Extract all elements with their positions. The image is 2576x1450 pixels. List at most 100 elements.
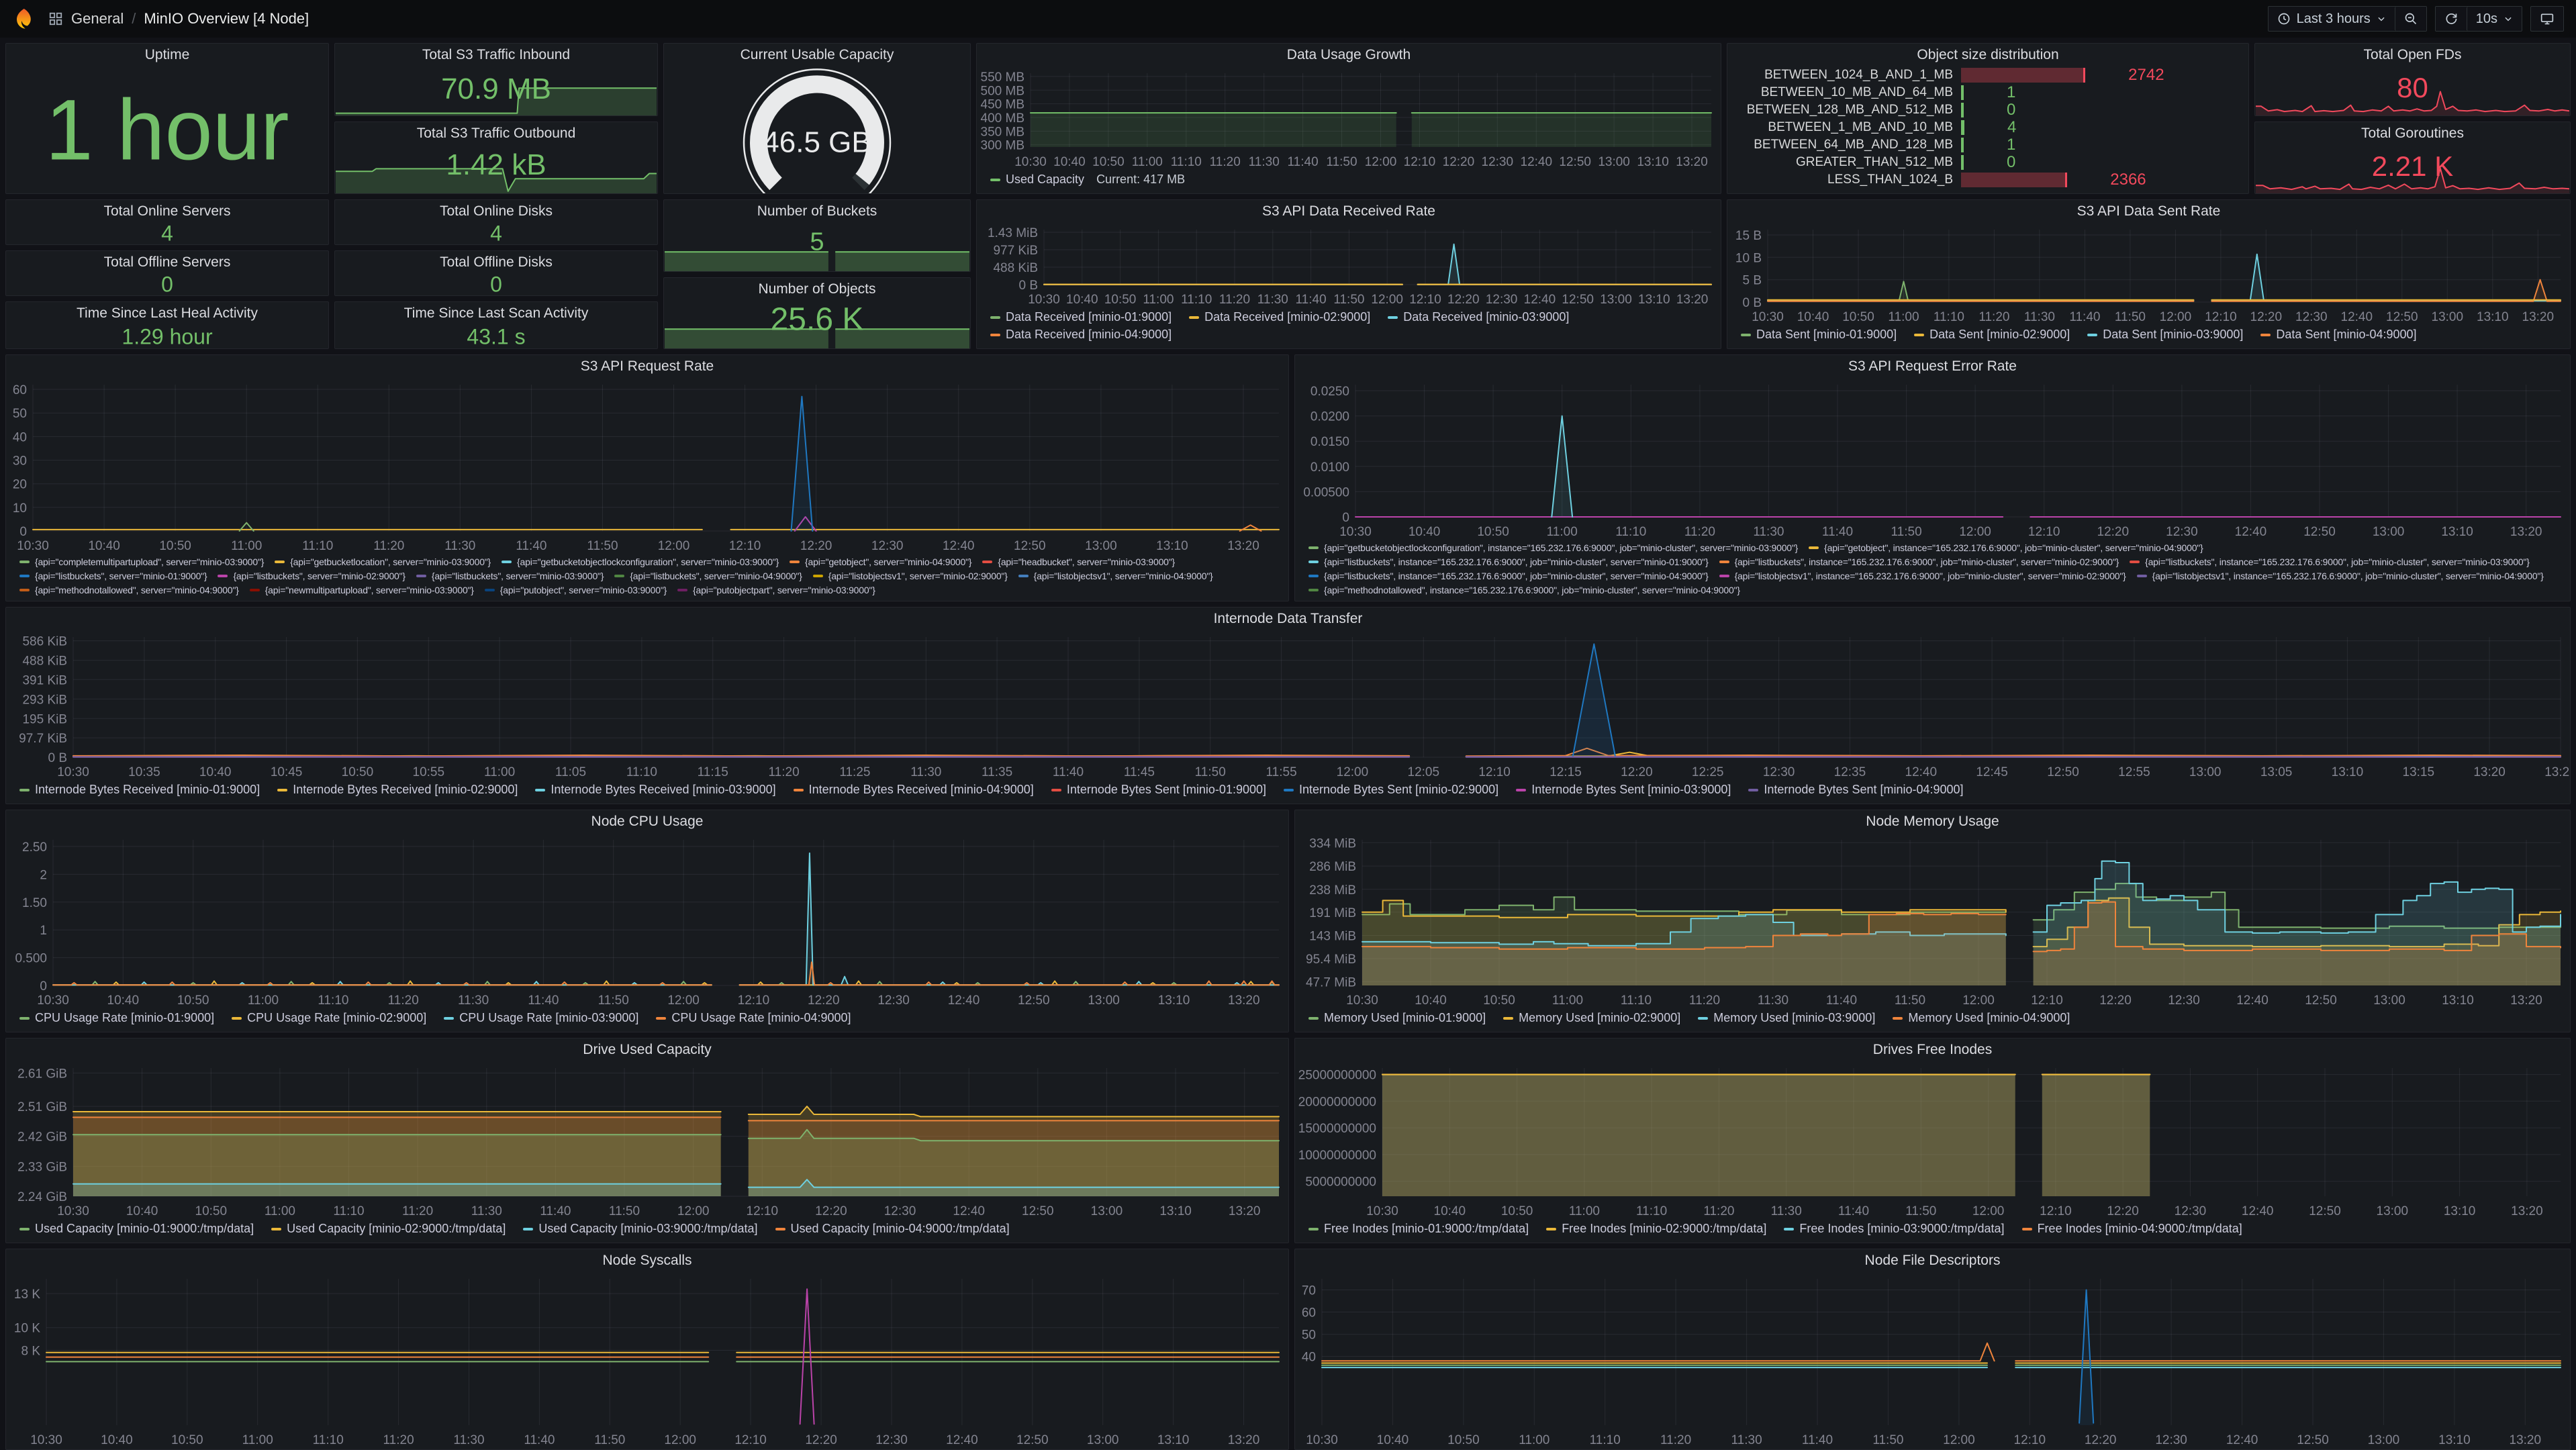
legend-item[interactable]: {api="listobjectsv1", server="minio-04:9… [1018, 571, 1213, 581]
panel-title[interactable]: Node Memory Usage [1866, 814, 1999, 829]
timeseries-plot[interactable]: 0 0.500 1 1.50 2 2.50 10:30 10:40 10:50 11:00 11:1… [6, 833, 1288, 1010]
panel-title[interactable]: Node Syscalls [602, 1253, 692, 1268]
legend-item[interactable]: Data Received [minio-04:9000] [990, 328, 1172, 342]
legend-item[interactable]: Free Inodes [minio-03:9000:/tmp/data] [1784, 1222, 2005, 1236]
refresh-interval-dropdown[interactable]: 10s [2466, 7, 2522, 31]
timeseries-plot[interactable]: 0 10 20 30 40 50 60 10:30 10:40 10:50 11:00 11:10 11… [6, 378, 1288, 555]
legend-item[interactable]: Used Capacity [minio-02:9000:/tmp/data] [271, 1222, 506, 1236]
legend-item[interactable]: Used Capacity Current: 417 MB [990, 173, 1185, 187]
timeseries-plot[interactable]: 47.7 MiB 95.4 MiB 143 MiB 191 MiB 238 MiB 286… [1295, 833, 2570, 1010]
timeseries-plot[interactable]: 0 0.00500 0.0100 0.0150 0.0200 0.0250 10:30 10:… [1295, 378, 2570, 541]
legend-item[interactable]: {api="newmultipartupload", server="minio… [249, 585, 474, 595]
legend-item[interactable]: {api="getbucketobjectlockconfiguration",… [502, 557, 779, 567]
legend-item[interactable]: {api="getbucketlocation", server="minio-… [275, 557, 491, 567]
legend-item[interactable]: Free Inodes [minio-02:9000:/tmp/data] [1546, 1222, 1766, 1236]
legend-item[interactable]: {api="getobject", server="minio-04:9000"… [790, 557, 972, 567]
panel-title[interactable]: Number of Objects [758, 281, 876, 297]
legend-item[interactable]: Used Capacity [minio-01:9000:/tmp/data] [19, 1222, 254, 1236]
legend-item[interactable]: {api="putobject", server="minio-03:9000"… [484, 585, 667, 595]
timeseries-plot[interactable]: 0 B 488 KiB 977 KiB 1.43 MiB 10:30 10:40 10:50… [977, 223, 1721, 309]
legend-item[interactable]: Internode Bytes Sent [minio-03:9000] [1516, 783, 1731, 797]
panel-title[interactable]: Total S3 Traffic Inbound [422, 47, 571, 62]
legend-item[interactable]: Internode Bytes Received [minio-04:9000] [793, 783, 1034, 797]
legend-item[interactable]: {api="listbuckets", server="minio-02:900… [218, 571, 406, 581]
legend-item[interactable]: Memory Used [minio-04:9000] [1893, 1011, 2070, 1025]
timeseries-plot[interactable]: 0 B 97.7 KiB 195 KiB 293 KiB 391 KiB 488 KiB 5… [6, 630, 2570, 781]
legend-item[interactable]: Internode Bytes Received [minio-03:9000] [535, 783, 776, 797]
timeseries-plot[interactable]: 8 K 10 K 13 K 10:30 10:40 10:50 11:00 11:10 11:2… [6, 1272, 1288, 1449]
legend-item[interactable]: Data Sent [minio-01:9000] [1741, 328, 1897, 342]
grafana-logo[interactable] [12, 7, 35, 30]
legend-item[interactable]: CPU Usage Rate [minio-04:9000] [656, 1011, 851, 1025]
panel-title[interactable]: Time Since Last Scan Activity [403, 305, 589, 321]
time-range-picker[interactable]: Last 3 hours [2268, 7, 2395, 31]
legend-item[interactable]: Free Inodes [minio-04:9000:/tmp/data] [2021, 1222, 2242, 1236]
legend-item[interactable]: CPU Usage Rate [minio-01:9000] [19, 1011, 214, 1025]
breadcrumb-folder[interactable]: General [71, 10, 124, 27]
legend-item[interactable]: {api="methodnotallowed", instance="165.2… [1308, 585, 1740, 595]
legend-item[interactable]: {api="getbucketobjectlockconfiguration",… [1308, 542, 1798, 553]
panel-title[interactable]: Total Offline Servers [103, 254, 231, 270]
legend-item[interactable]: CPU Usage Rate [minio-02:9000] [232, 1011, 426, 1025]
panel-title[interactable]: Internode Data Transfer [1213, 611, 1363, 626]
panel-title[interactable]: Node File Descriptors [1864, 1253, 2001, 1268]
legend-item[interactable]: Memory Used [minio-02:9000] [1503, 1011, 1680, 1025]
timeseries-plot[interactable]: 0 B 5 B 10 B 15 B 10:30 10:40 10:50 11:00 11:10 1… [1727, 223, 2570, 326]
legend-item[interactable]: {api="listbuckets", server="minio-01:900… [19, 571, 207, 581]
panel-title[interactable]: Total S3 Traffic Outbound [416, 126, 576, 141]
panel-title[interactable]: Current Usable Capacity [740, 47, 894, 62]
legend-item[interactable]: {api="listbuckets", server="minio-04:900… [614, 571, 802, 581]
legend-item[interactable]: Internode Bytes Sent [minio-01:9000] [1051, 783, 1266, 797]
refresh-button[interactable] [2435, 7, 2467, 31]
panel-title[interactable]: Drive Used Capacity [583, 1042, 712, 1057]
legend-item[interactable]: Used Capacity [minio-03:9000:/tmp/data] [523, 1222, 758, 1236]
legend-item[interactable]: CPU Usage Rate [minio-03:9000] [444, 1011, 638, 1025]
panel-title[interactable]: Uptime [144, 47, 190, 62]
panel-title[interactable]: S3 API Request Rate [580, 358, 714, 374]
legend-item[interactable]: {api="methodnotallowed", server="minio-0… [19, 585, 239, 595]
legend-item[interactable]: {api="getobject", instance="165.232.176.… [1809, 542, 2203, 553]
legend-item[interactable]: Data Sent [minio-04:9000] [2260, 328, 2417, 342]
legend-item[interactable]: {api="listobjectsv1", instance="165.232.… [1719, 571, 2126, 581]
legend-item[interactable]: {api="listbuckets", server="minio-03:900… [416, 571, 604, 581]
legend-item[interactable]: {api="headbucket", server="minio-03:9000… [982, 557, 1175, 567]
timeseries-plot[interactable]: 5000000000 10000000000 15000000000 20000000… [1295, 1061, 2570, 1220]
legend-item[interactable]: Data Received [minio-01:9000] [990, 310, 1172, 324]
legend-item[interactable]: {api="putobjectpart", server="minio-03:9… [677, 585, 875, 595]
legend-item[interactable]: {api="listbuckets", instance="165.232.17… [1719, 557, 2119, 567]
legend-item[interactable]: {api="listbuckets", instance="165.232.17… [1308, 571, 1709, 581]
panel-title[interactable]: Total Goroutines [2361, 126, 2464, 141]
legend-item[interactable]: {api="listobjectsv1", instance="165.232.… [2136, 571, 2544, 581]
legend-item[interactable]: Data Received [minio-02:9000] [1189, 310, 1370, 324]
panel-title[interactable]: Drives Free Inodes [1872, 1042, 1993, 1057]
timeseries-plot[interactable]: 2.24 GiB 2.33 GiB 2.42 GiB 2.51 GiB 2.61 GiB… [6, 1061, 1288, 1220]
dashboard-title[interactable]: MinIO Overview [4 Node] [144, 10, 309, 27]
legend-item[interactable]: {api="listbuckets", instance="165.232.17… [1308, 557, 1709, 567]
legend-item[interactable]: Data Sent [minio-02:9000] [1914, 328, 2070, 342]
legend-item[interactable]: Data Received [minio-03:9000] [1388, 310, 1569, 324]
panel-title[interactable]: Total Open FDs [2363, 47, 2462, 62]
legend-item[interactable]: {api="completemultipartupload", server="… [19, 557, 264, 567]
panel-title[interactable]: Data Usage Growth [1286, 47, 1411, 62]
legend-item[interactable]: Memory Used [minio-01:9000] [1308, 1011, 1486, 1025]
legend-item[interactable]: {api="listbuckets", instance="165.232.17… [2130, 557, 2530, 567]
tv-mode-button[interactable] [2530, 6, 2564, 32]
legend-item[interactable]: Used Capacity [minio-04:9000:/tmp/data] [775, 1222, 1010, 1236]
legend-item[interactable]: Data Sent [minio-03:9000] [2087, 328, 2243, 342]
timeseries-plot[interactable]: 40 50 60 70 10:30 10:40 10:50 11:00 11:10 11:20 11… [1295, 1272, 2570, 1449]
legend-item[interactable]: Internode Bytes Received [minio-02:9000] [277, 783, 518, 797]
panel-title[interactable]: S3 API Request Error Rate [1848, 358, 2017, 374]
panel-title[interactable]: S3 API Data Received Rate [1262, 203, 1435, 219]
panel-title[interactable]: Time Since Last Heal Activity [77, 305, 258, 321]
panel-title[interactable]: Number of Buckets [757, 203, 877, 219]
panel-title[interactable]: Total Offline Disks [440, 254, 553, 270]
legend-item[interactable]: Internode Bytes Sent [minio-02:9000] [1284, 783, 1498, 797]
panel-title[interactable]: Total Online Servers [103, 203, 231, 219]
zoom-out-button[interactable] [2394, 7, 2426, 31]
panel-title[interactable]: Node CPU Usage [591, 814, 704, 829]
legend-item[interactable]: Internode Bytes Sent [minio-04:9000] [1748, 783, 1964, 797]
panel-title[interactable]: S3 API Data Sent Rate [2077, 203, 2221, 219]
panel-title[interactable]: Total Online Disks [439, 203, 553, 219]
panel-title[interactable]: Object size distribution [1917, 47, 2059, 62]
